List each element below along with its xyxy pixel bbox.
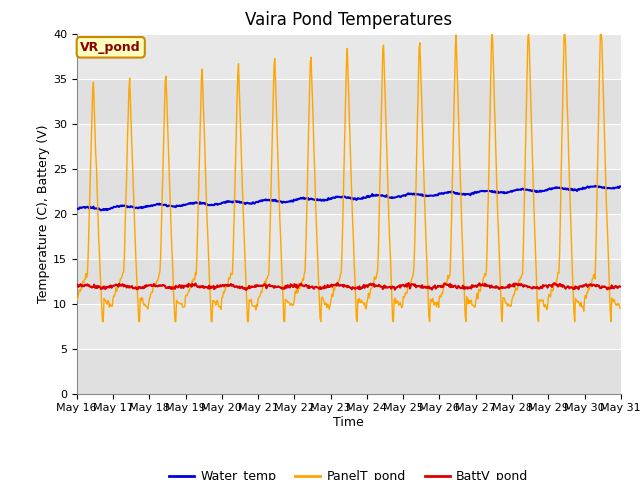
Bar bbox=[77, 34, 621, 79]
Bar bbox=[77, 303, 621, 348]
Bar bbox=[77, 168, 621, 214]
Bar bbox=[77, 348, 621, 394]
Bar bbox=[77, 214, 621, 259]
Y-axis label: Temperature (C), Battery (V): Temperature (C), Battery (V) bbox=[37, 124, 50, 303]
Text: VR_pond: VR_pond bbox=[81, 41, 141, 54]
Bar bbox=[77, 79, 621, 123]
X-axis label: Time: Time bbox=[333, 416, 364, 429]
Title: Vaira Pond Temperatures: Vaira Pond Temperatures bbox=[245, 11, 452, 29]
Legend: Water_temp, PanelT_pond, BattV_pond: Water_temp, PanelT_pond, BattV_pond bbox=[164, 465, 533, 480]
Bar bbox=[77, 123, 621, 168]
Bar bbox=[77, 259, 621, 303]
